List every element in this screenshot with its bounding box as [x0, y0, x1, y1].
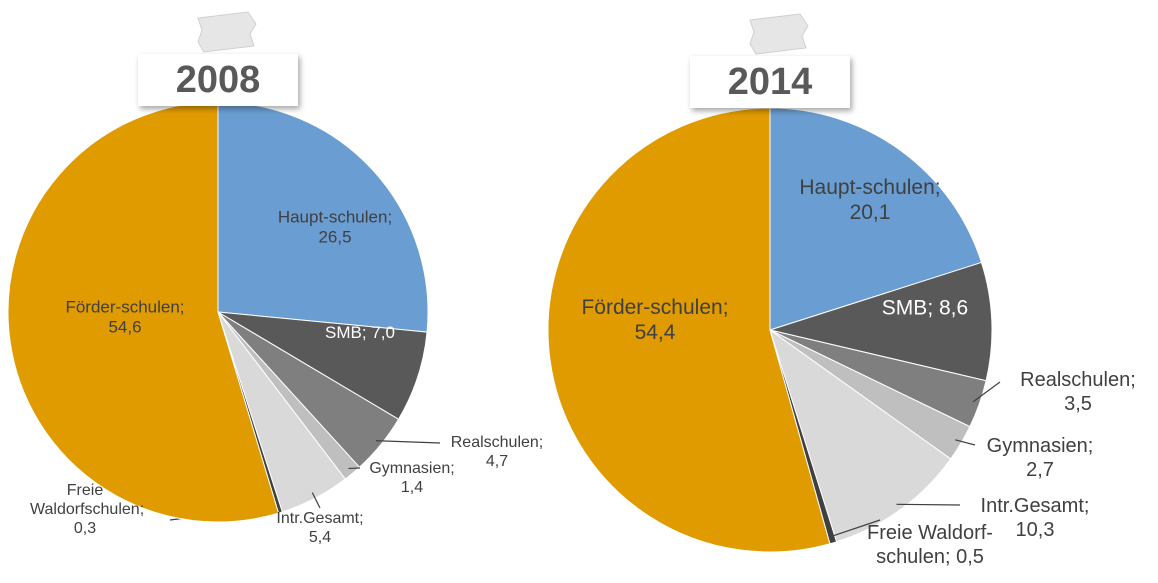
slice-label: Intr.Gesamt;5,4 [255, 509, 385, 547]
label-separator: ; [723, 296, 729, 319]
tape [750, 14, 808, 54]
value-label: 3,5 [1018, 392, 1138, 416]
slice-label: Gymnasien;2,7 [980, 434, 1100, 482]
chart-title: 2014 [728, 61, 813, 103]
label-separator: ; [935, 176, 941, 199]
value-label: 20,1 [850, 201, 891, 224]
category-name: Gymnasien [987, 435, 1088, 457]
slice-label: Haupt-schulen; 20,1 [790, 175, 950, 225]
label-separator: ; [1130, 369, 1136, 391]
label-separator: ; [927, 296, 933, 319]
value-label: 8,6 [939, 296, 968, 319]
tape [198, 12, 256, 52]
label-separator: ; [450, 460, 454, 477]
slice-label: SMB; 8,6 [870, 295, 980, 320]
slice-label: Freie Waldorf-schulen; 0,5 [860, 521, 1000, 569]
slice-label: SMB; 7,0 [315, 323, 405, 343]
label-separator: ; [140, 501, 144, 518]
category-name: Realschulen [451, 434, 539, 451]
category-name: Haupt-schulen [799, 176, 934, 199]
label-separator: ; [180, 298, 185, 317]
category-name: Haupt-schulen [278, 208, 388, 227]
value-label: 26,5 [318, 228, 351, 247]
label-separator: ; [359, 510, 363, 527]
slice-label: Freie Waldorfschulen; 0,3 [30, 481, 140, 539]
category-name: Freie Waldorfschulen [30, 482, 140, 518]
slice-label: Förder-schulen; 54,4 [580, 295, 730, 345]
category-name: Intr.Gesamt [981, 495, 1084, 517]
category-name: Förder-schulen [65, 298, 179, 317]
label-separator: ; [1084, 495, 1090, 517]
label-separator: ; [539, 434, 543, 451]
label-separator: ; [1088, 435, 1094, 457]
category-name: Intr.Gesamt [276, 510, 359, 527]
value-label: 54,4 [635, 321, 676, 344]
category-name: Realschulen [1020, 369, 1130, 391]
page: 2008 2014 Haupt-schulen; 26,5 SMB; 7,0 Real… [0, 0, 1158, 583]
category-name: SMB [325, 323, 362, 342]
value-label: 0,3 [74, 521, 96, 538]
value-label: 0,5 [956, 546, 984, 568]
leader-line [896, 504, 960, 505]
slice-label: Realschulen;3,5 [1018, 368, 1138, 416]
slice-label: Haupt-schulen; 26,5 [270, 208, 400, 249]
chart-title: 2008 [176, 59, 261, 101]
value-label: 5,4 [255, 528, 385, 547]
label-separator: ; [362, 323, 367, 342]
slice-label: Förder-schulen; 54,6 [60, 298, 190, 339]
leader-line [376, 441, 440, 443]
value-label: 1,4 [352, 478, 472, 497]
category-name: Förder-schulen [581, 296, 722, 319]
label-separator: ; [387, 208, 392, 227]
label-separator: ; [945, 546, 951, 568]
value-label: 2,7 [980, 458, 1100, 482]
category-name: SMB [882, 296, 928, 319]
value-label: 7,0 [371, 323, 395, 342]
category-name: Gymnasien [369, 460, 450, 477]
slice-label: Gymnasien;1,4 [352, 459, 472, 497]
value-label: 54,6 [108, 318, 141, 337]
